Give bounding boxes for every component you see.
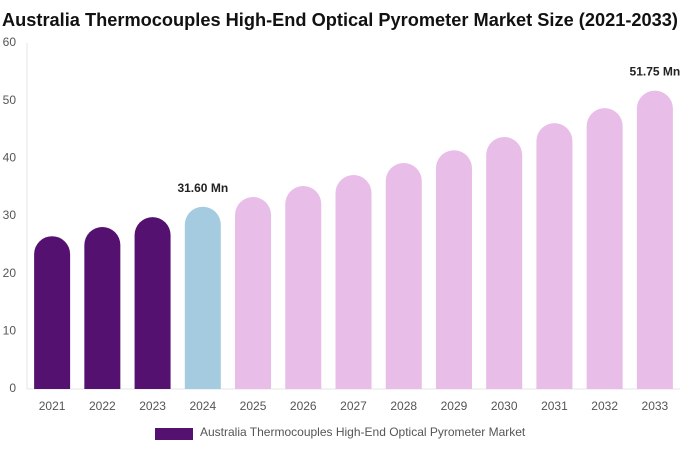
y-tick-label: 20: [3, 266, 17, 280]
x-tick-label: 2028: [390, 399, 417, 413]
y-tick-label: 30: [3, 208, 17, 222]
bar: [235, 196, 272, 389]
bar: [536, 123, 573, 389]
chart-title: Australia Thermocouples High-End Optical…: [2, 10, 678, 30]
x-tick-label: 2027: [340, 399, 367, 413]
x-tick-label: 2026: [290, 399, 317, 413]
bar: [134, 217, 171, 389]
y-tick-label: 50: [3, 93, 17, 107]
bar: [285, 186, 322, 389]
bar: [34, 236, 71, 389]
x-tick-label: 2033: [642, 399, 669, 413]
bar: [184, 206, 221, 389]
x-tick-label: 2022: [89, 399, 116, 413]
x-tick-label: 2032: [591, 399, 618, 413]
bar: [385, 162, 422, 389]
x-tick-label: 2024: [189, 399, 216, 413]
x-tick-label: 2031: [541, 399, 568, 413]
bar: [335, 175, 372, 389]
x-tick-label: 2030: [491, 399, 518, 413]
x-tick-label: 2029: [441, 399, 468, 413]
y-tick-label: 60: [3, 35, 17, 49]
bar: [636, 90, 673, 389]
value-label: 51.75 Mn: [630, 65, 680, 79]
bar: [586, 108, 623, 389]
x-tick-label: 2021: [39, 399, 66, 413]
bar: [435, 150, 472, 389]
bar: [486, 136, 523, 389]
bar: [84, 226, 121, 389]
x-tick-label: 2025: [240, 399, 267, 413]
legend-label: Australia Thermocouples High-End Optical…: [200, 425, 526, 439]
legend-swatch: [155, 428, 193, 440]
y-tick-label: 40: [3, 151, 17, 165]
y-tick-label: 10: [3, 324, 17, 338]
x-tick-label: 2023: [139, 399, 166, 413]
value-label: 31.60 Mn: [177, 181, 228, 195]
y-tick-label: 0: [9, 381, 16, 395]
